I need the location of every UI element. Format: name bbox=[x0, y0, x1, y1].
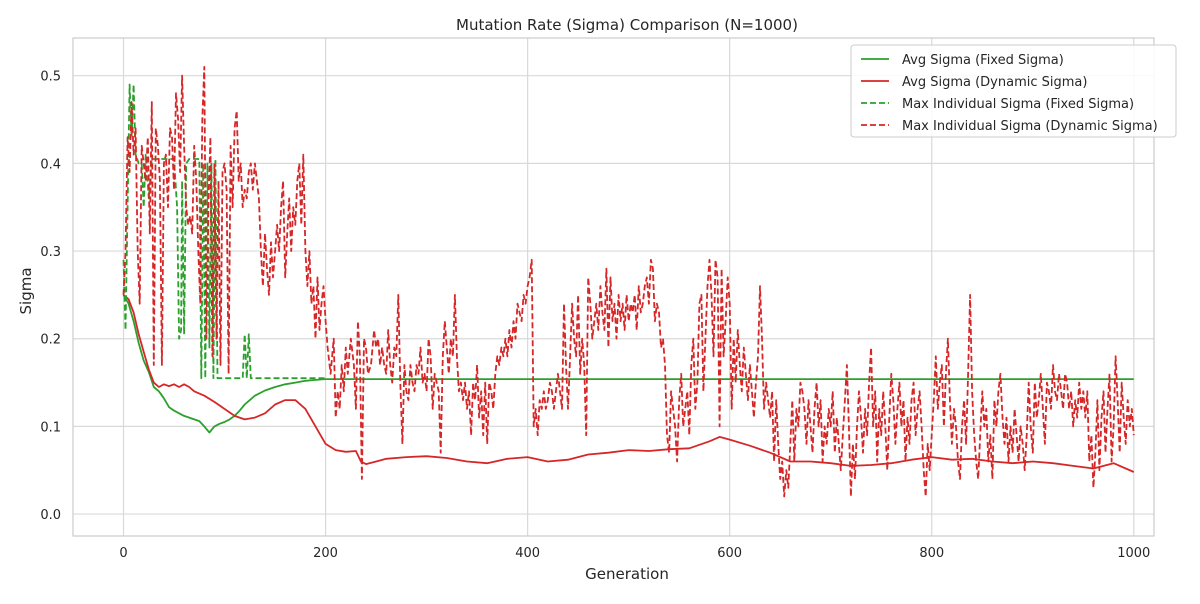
plot-frame bbox=[72, 37, 1155, 537]
x-tick-label: 1000 bbox=[1117, 546, 1150, 561]
y-tick-label: 0.5 bbox=[40, 70, 61, 85]
x-axis-label: Generation bbox=[585, 565, 669, 583]
x-tick-labels: 0 200 400 600 800 1000 bbox=[119, 546, 1150, 561]
x-tick-label: 200 bbox=[313, 546, 338, 561]
legend-label-2: Avg Sigma (Dynamic Sigma) bbox=[902, 75, 1087, 90]
y-tick-label: 0.1 bbox=[40, 420, 61, 435]
legend-label-3: Max Individual Sigma (Fixed Sigma) bbox=[902, 97, 1134, 112]
legend: Avg Sigma (Fixed Sigma) Avg Sigma (Dynami… bbox=[850, 44, 1177, 138]
x-tick-label: 0 bbox=[119, 546, 127, 561]
x-tick-label: 400 bbox=[515, 546, 540, 561]
series-line-3 bbox=[122, 83, 326, 380]
y-tick-label: 0.0 bbox=[40, 508, 61, 523]
x-tick-label: 600 bbox=[717, 546, 742, 561]
series-line-1 bbox=[122, 294, 1134, 434]
series-line-4 bbox=[122, 66, 1135, 498]
x-tick-label: 800 bbox=[919, 546, 944, 561]
legend-label-4: Max Individual Sigma (Dynamic Sigma) bbox=[902, 119, 1158, 134]
y-axis-label: Sigma bbox=[17, 267, 35, 314]
legend-label-1: Avg Sigma (Fixed Sigma) bbox=[902, 53, 1064, 68]
legend-box bbox=[850, 44, 1177, 138]
y-tick-label: 0.2 bbox=[40, 333, 61, 348]
y-tick-labels: 0.0 0.1 0.2 0.3 0.4 0.5 bbox=[40, 70, 61, 523]
chart-title: Mutation Rate (Sigma) Comparison (N=1000… bbox=[456, 16, 798, 34]
series-group bbox=[122, 66, 1135, 498]
y-tick-label: 0.3 bbox=[40, 245, 61, 260]
y-tick-label: 0.4 bbox=[40, 157, 61, 172]
series-line-2 bbox=[122, 294, 1135, 473]
